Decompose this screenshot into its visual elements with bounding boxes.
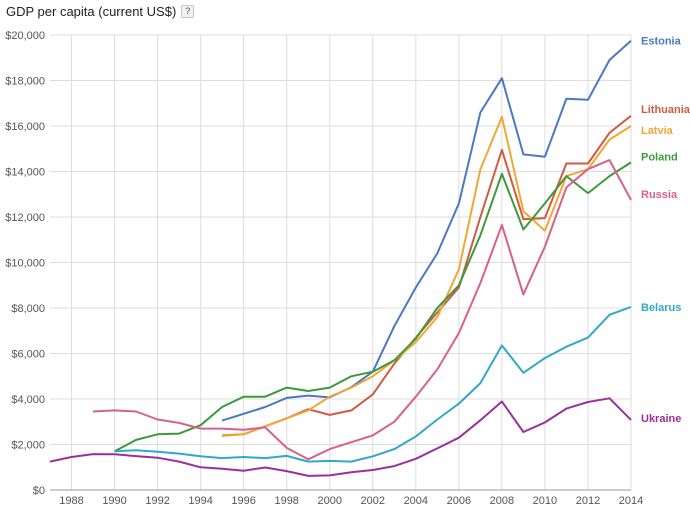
x-tick-label: 1988 (59, 495, 83, 507)
x-tick-label: 2002 (361, 495, 385, 507)
series-line-latvia[interactable] (222, 115, 632, 437)
series-line-poland[interactable] (114, 161, 632, 453)
help-button[interactable]: ? (181, 4, 195, 18)
series-label-latvia: Latvia (641, 125, 674, 137)
x-tick-label: 1990 (102, 495, 126, 507)
series-line-ukraine[interactable] (49, 397, 632, 477)
series-line-russia[interactable] (92, 159, 632, 461)
y-tick-label: $8,000 (11, 303, 45, 315)
y-tick-label: $10,000 (5, 258, 45, 270)
x-tick-label: 2014 (619, 495, 643, 507)
x-tick-label: 1992 (145, 495, 169, 507)
x-tick-label: 2000 (317, 495, 341, 507)
x-tick-label: 2008 (490, 495, 514, 507)
series-label-belarus: Belarus (641, 302, 681, 314)
series-line-estonia[interactable] (221, 39, 632, 422)
y-tick-label: $0 (33, 485, 45, 497)
series-label-ukraine: Ukraine (641, 413, 681, 425)
x-tick-label: 1998 (274, 495, 298, 507)
series-line-belarus[interactable] (114, 305, 632, 463)
y-tick-label: $14,000 (5, 167, 45, 179)
series-label-lithuania: Lithuania (641, 104, 690, 116)
y-tick-label: $2,000 (11, 440, 45, 452)
series-lines (49, 39, 632, 477)
x-tick-label: 2010 (533, 495, 557, 507)
series-label-poland: Poland (641, 151, 678, 163)
x-tick-label: 1994 (188, 495, 212, 507)
y-tick-label: $20,000 (5, 30, 45, 42)
y-tick-label: $18,000 (5, 76, 45, 88)
series-labels: Estonia Lithuania Latvia Poland Russia Belaru… (641, 36, 690, 425)
x-tick-label: 2012 (576, 495, 600, 507)
series-label-russia: Russia (641, 189, 678, 201)
series-label-estonia: Estonia (641, 36, 682, 48)
x-tick-label: 1996 (231, 495, 255, 507)
series-line-lithuania[interactable] (222, 115, 632, 437)
gridlines (50, 34, 632, 491)
y-tick-label: $4,000 (11, 394, 45, 406)
x-tick-label: 2004 (404, 495, 428, 507)
y-tick-label: $12,000 (5, 212, 45, 224)
y-tick-label: $16,000 (5, 121, 45, 133)
y-tick-label: $6,000 (11, 349, 45, 361)
axes: $0 $2,000 $4,000 $6,000 $8,000 $10,000 $12,000… (5, 30, 643, 507)
chart-header: GDP per capita (current US$) ? (6, 2, 195, 20)
x-tick-label: 2006 (447, 495, 471, 507)
chart-title: GDP per capita (current US$) (6, 3, 177, 19)
